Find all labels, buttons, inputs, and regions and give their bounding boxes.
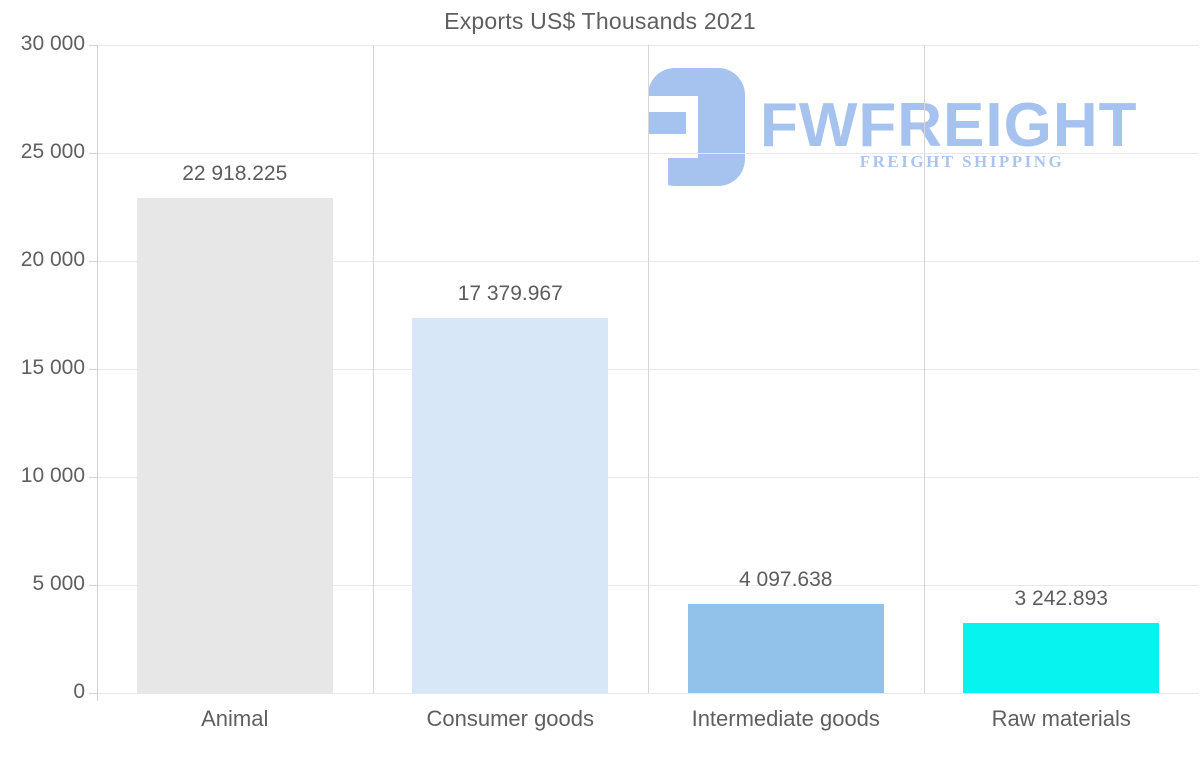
y-axis-label: 10 000 <box>20 464 85 487</box>
bar-value-label: 17 379.967 <box>457 281 563 305</box>
y-axis-tick <box>89 693 97 694</box>
v-gridline <box>372 45 374 693</box>
chart-title: Exports US$ Thousands 2021 <box>444 8 756 34</box>
y-axis-tick <box>89 45 97 46</box>
y-axis-label: 20 000 <box>20 248 85 271</box>
bar-value-label: 22 918.225 <box>182 161 288 185</box>
bar-intermediate-goods[interactable] <box>687 604 884 693</box>
v-gridline <box>648 45 649 693</box>
bar-value-label: 3 242.893 <box>1014 586 1108 610</box>
bar-value-label: 4 097.638 <box>739 568 833 592</box>
x-axis-label-animal: Animal <box>201 706 269 731</box>
y-axis-label: 15 000 <box>20 356 85 379</box>
y-axis-label: 0 <box>73 680 85 703</box>
y-axis-tick <box>89 261 97 262</box>
y-axis-tick <box>89 153 97 154</box>
y-axis-label: 5 000 <box>32 572 85 595</box>
brand-watermark: FWFREIGHT FREIGHT SHIPPING <box>648 67 1148 192</box>
fwfreight-logo-icon <box>648 68 745 186</box>
x-axis-label-raw-materials: Raw materials <box>991 706 1131 731</box>
y-axis-line <box>97 45 98 701</box>
y-axis-label: 30 000 <box>20 32 85 55</box>
bar-animal[interactable] <box>136 197 333 693</box>
brand-name: FWFREIGHT <box>760 91 1138 160</box>
brand-tagline: FREIGHT SHIPPING <box>859 152 1065 171</box>
bar-raw-materials[interactable] <box>963 622 1160 693</box>
x-axis-label-consumer-goods: Consumer goods <box>426 706 595 731</box>
y-axis-tick <box>89 585 97 586</box>
y-axis-tick <box>89 477 97 478</box>
y-axis-tick <box>89 369 97 370</box>
h-gridline <box>97 693 1199 694</box>
x-axis-label-intermediate-goods: Intermediate goods <box>691 706 880 731</box>
v-gridline <box>923 45 925 693</box>
bar-consumer-goods[interactable] <box>412 317 609 693</box>
y-axis-label: 25 000 <box>20 140 85 163</box>
